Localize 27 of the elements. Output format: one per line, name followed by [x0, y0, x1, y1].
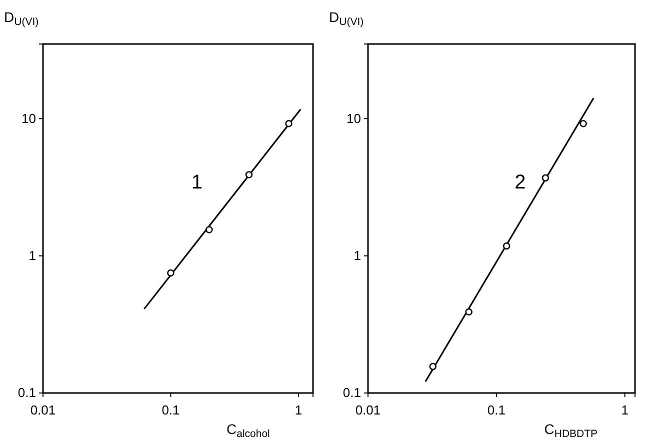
point	[429, 362, 437, 370]
x-tick-label: 0.01	[30, 402, 56, 418]
y-axis-title: D$_{U(VI)}$	[4, 9, 39, 28]
y-tick-label: 1	[28, 248, 36, 263]
point	[465, 308, 472, 316]
x-axis-title: C$_{alcohol}$	[226, 421, 270, 440]
annotation: 2	[514, 172, 526, 194]
point	[502, 242, 510, 250]
y-tick-label: 0.1	[18, 385, 36, 400]
point	[580, 120, 587, 128]
x-tick-label: 0.01	[355, 402, 381, 418]
y-axis-title: D$_{U(VI)}$	[329, 9, 364, 28]
point	[245, 171, 253, 178]
point	[167, 269, 174, 277]
x-tick-label: 1	[621, 402, 628, 418]
x-tick-label: 1	[294, 402, 302, 418]
point	[206, 226, 213, 234]
x-tick-label: 0.1	[487, 402, 506, 418]
point	[285, 120, 292, 128]
y-tick-label: 10	[346, 110, 361, 126]
point	[542, 174, 550, 182]
y-tick-label: 0.1	[342, 385, 361, 400]
y-tick-label: 1	[354, 248, 361, 263]
annotation: 1	[191, 172, 202, 194]
x-axis-title: C$_{HDBDTP}$	[544, 421, 598, 440]
x-tick-label: 0.1	[162, 402, 180, 418]
y-tick-label: 10	[22, 110, 36, 126]
